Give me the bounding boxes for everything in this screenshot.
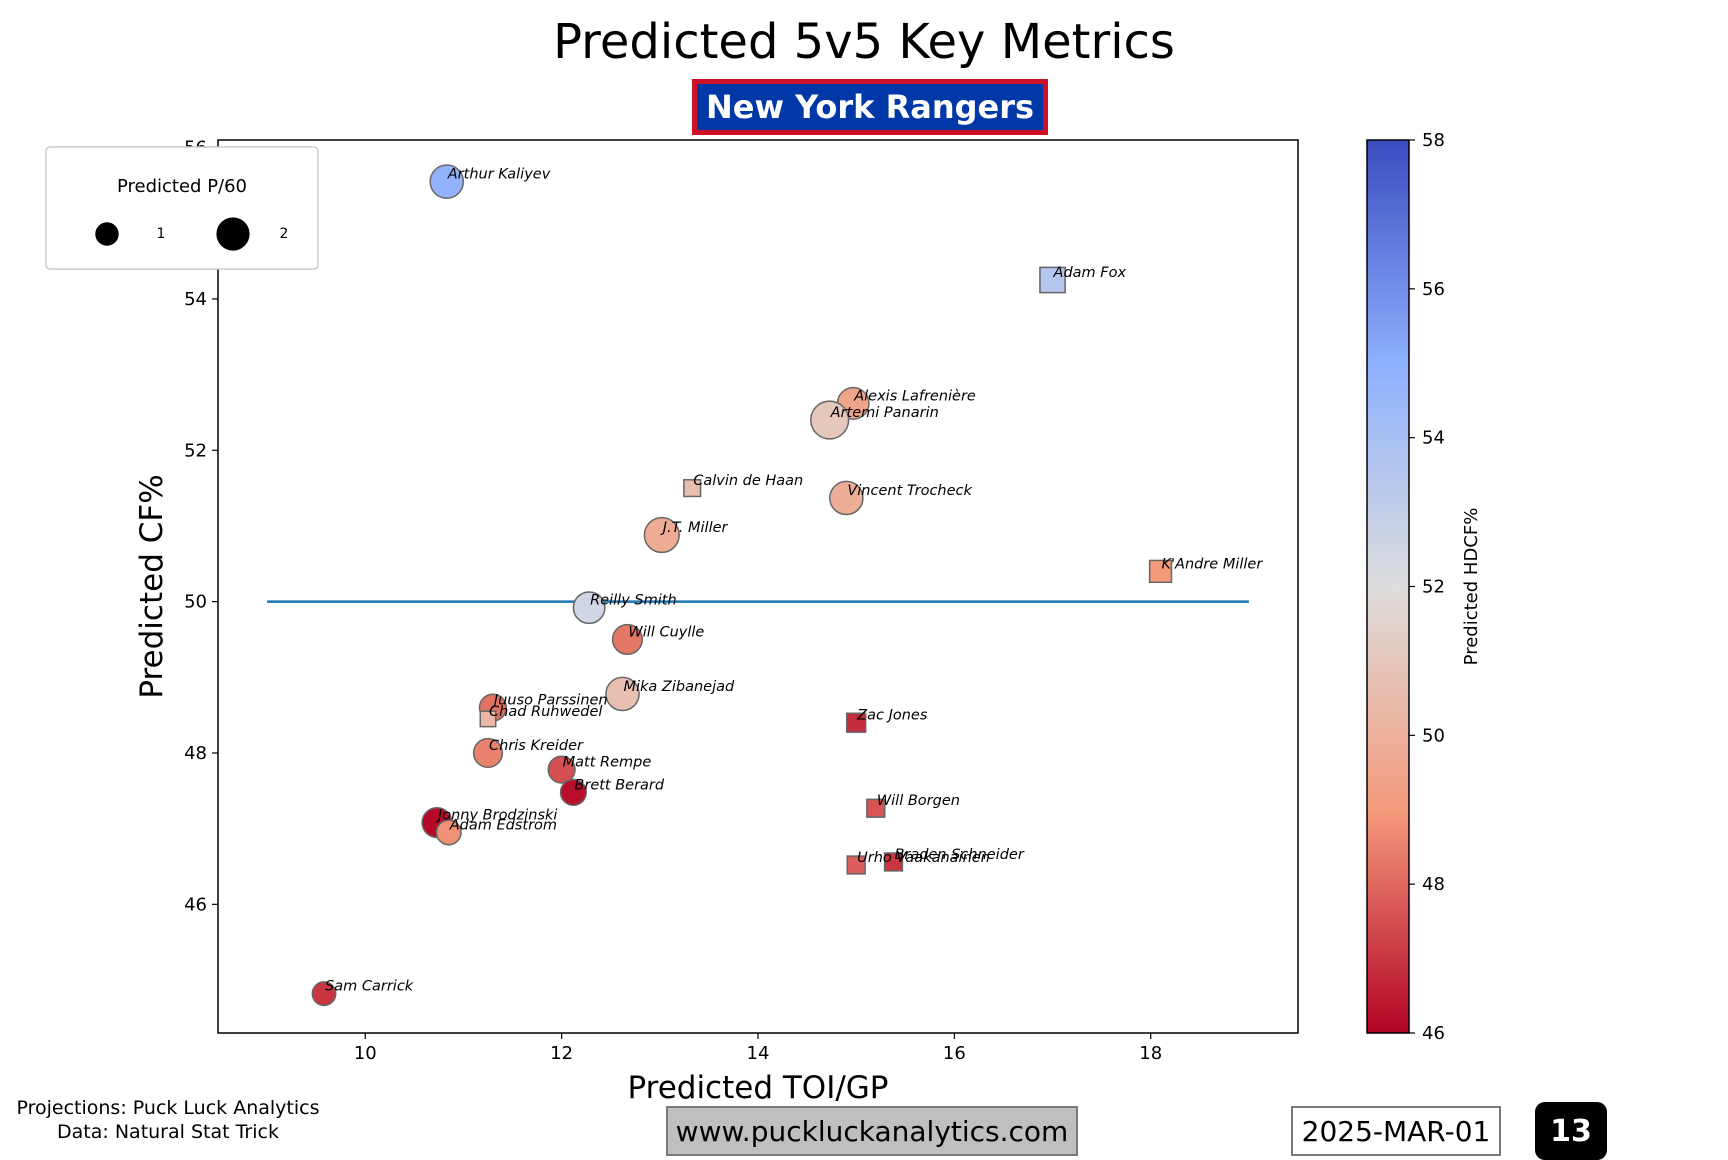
y-tick-label: 52 <box>184 440 207 461</box>
date-label: 2025-MAR-01 <box>1291 1106 1501 1156</box>
forward-point <box>429 164 465 199</box>
point-label: Urho Vaakanainen <box>857 850 990 866</box>
point-label: Adam Edstrom <box>449 817 557 833</box>
defense-point <box>866 798 886 818</box>
x-axis-label: Predicted TOI/GP <box>627 1070 888 1106</box>
chart-title: Predicted 5v5 Key Metrics <box>553 14 1175 70</box>
x-tick-label: 16 <box>943 1043 966 1064</box>
defense-point <box>479 710 497 728</box>
credits-data-source: Data: Natural Stat Trick <box>57 1121 279 1143</box>
forward-point <box>472 737 504 769</box>
legend-marker <box>95 222 119 246</box>
x-tick-label: 18 <box>1139 1043 1162 1064</box>
point-label: Arthur Kaliyev <box>447 167 551 183</box>
legend-title: Predicted P/60 <box>117 176 247 197</box>
point-label: Matt Rempe <box>563 755 652 771</box>
colorbar-tick-label: 54 <box>1422 428 1445 449</box>
forward-point <box>643 516 680 554</box>
point-label: Jonny Brodzinski <box>435 808 558 824</box>
website-label: www.puckluckanalytics.com <box>666 1106 1078 1156</box>
defense-point <box>846 855 866 875</box>
legend-marker <box>216 217 250 251</box>
colorbar <box>1366 139 1410 1034</box>
point-label: Will Cuylle <box>628 624 704 640</box>
defense-point <box>1148 559 1173 584</box>
forward-point <box>611 623 644 656</box>
defense-point <box>845 712 867 733</box>
legend-box <box>45 146 319 270</box>
credits: Projections: Puck Luck Analytics Data: N… <box>0 1096 336 1144</box>
page-number-badge: 13 <box>1535 1102 1607 1160</box>
x-tick-label: 14 <box>747 1043 770 1064</box>
y-axis-label: Predicted CF% <box>134 474 170 698</box>
point-label: Juuso Parssinen <box>491 693 608 709</box>
point-label: Alexis Lafrenière <box>853 388 976 404</box>
y-tick-label: 54 <box>184 289 207 310</box>
defense-point <box>1039 266 1066 294</box>
colorbar-tick-label: 52 <box>1422 577 1445 598</box>
point-label: K'Andre Miller <box>1162 556 1264 572</box>
point-label: Will Borgen <box>877 793 960 809</box>
point-label: Sam Carrick <box>325 979 414 995</box>
point-label: Vincent Trocheck <box>847 483 972 499</box>
forward-point <box>559 778 588 806</box>
point-label: Braden Schneider <box>894 847 1024 863</box>
point-label: Adam Fox <box>1053 265 1127 281</box>
colorbar-tick-label: 50 <box>1422 725 1445 746</box>
point-label: Calvin de Haan <box>693 473 803 489</box>
credits-projections: Projections: Puck Luck Analytics <box>16 1097 320 1119</box>
forward-point <box>810 400 850 440</box>
point-label: Chad Ruhwedel <box>489 704 602 720</box>
colorbar-tick-label: 46 <box>1422 1023 1445 1044</box>
defense-point <box>683 479 702 498</box>
x-tick-label: 10 <box>354 1043 377 1064</box>
forward-point <box>572 591 606 625</box>
point-label: J.T. Miller <box>660 520 729 536</box>
y-tick-label: 46 <box>184 894 207 915</box>
point-label: Artemi Panarin <box>830 405 939 421</box>
x-tick-label: 12 <box>550 1043 573 1064</box>
defense-point <box>883 852 904 872</box>
point-label: Brett Berard <box>574 777 664 793</box>
forward-point <box>311 981 337 1007</box>
plot-frame <box>217 139 1299 1034</box>
point-label: Zac Jones <box>856 708 928 724</box>
colorbar-label: Predicted HDCF% <box>1461 508 1482 666</box>
team-badge: New York Rangers <box>692 79 1048 135</box>
legend-label: 1 <box>157 226 166 242</box>
forward-point <box>435 819 462 846</box>
point-label: Chris Kreider <box>489 738 584 754</box>
colorbar-tick-label: 48 <box>1422 874 1445 895</box>
legend-label: 2 <box>280 226 289 242</box>
y-tick-label: 50 <box>184 592 207 613</box>
point-label: Reilly Smith <box>590 593 677 609</box>
y-tick-label: 48 <box>184 743 207 764</box>
forward-point <box>829 480 864 516</box>
colorbar-tick-label: 58 <box>1422 130 1445 151</box>
forward-point <box>605 676 640 712</box>
point-label: Mika Zibanejad <box>624 679 736 695</box>
forward-point <box>547 755 576 784</box>
colorbar-tick-label: 56 <box>1422 279 1445 300</box>
